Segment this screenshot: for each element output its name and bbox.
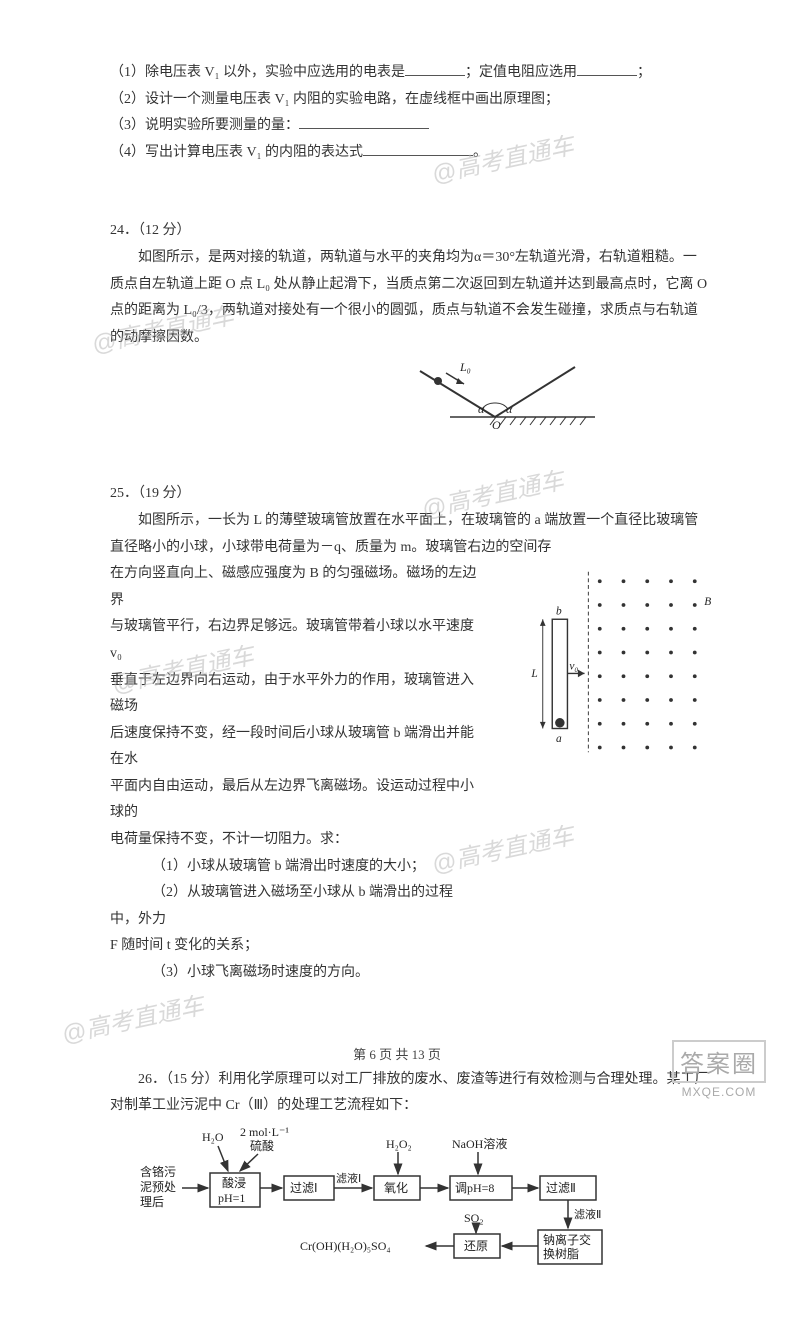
svg-text:a: a bbox=[556, 733, 562, 745]
corner-logo: 答案圈 MXQE.COM bbox=[672, 1040, 766, 1099]
svg-text:调pH=8: 调pH=8 bbox=[455, 1181, 494, 1195]
q24-figure: α α O L₀ bbox=[390, 359, 600, 429]
svg-text:Cr(OH)(H₂O)₅SO₄: Cr(OH)(H₂O)₅SO₄ bbox=[300, 1239, 391, 1253]
svg-text:泥预处: 泥预处 bbox=[140, 1180, 176, 1194]
svg-text:B: B bbox=[704, 596, 711, 608]
svg-text:换树脂: 换树脂 bbox=[543, 1246, 579, 1261]
q25-figure: b a L v₀ B bbox=[499, 567, 729, 757]
svg-text:滤液Ⅰ: 滤液Ⅰ bbox=[336, 1171, 361, 1185]
svg-text:H₂O₂: H₂O₂ bbox=[386, 1137, 412, 1151]
q24-header: 24．（12 分） bbox=[110, 218, 709, 245]
svg-text:b: b bbox=[556, 606, 562, 618]
q25-q1: （1）小球从玻璃管 b 端滑出时速度的大小； bbox=[110, 854, 480, 881]
q23-l4: （4）写出计算电压表 V₁ 的内阻的表达式。 bbox=[110, 140, 709, 167]
q25-p1: 如图所示，一长为 L 的薄壁玻璃管放置在水平面上，在玻璃管的 a 端放置一个直径… bbox=[110, 508, 709, 561]
q25-q2: （2）从玻璃管进入磁场至小球从 b 端滑出的过程中，外力 bbox=[110, 880, 480, 933]
svg-text:α: α bbox=[506, 402, 513, 416]
svg-text:含铬污: 含铬污 bbox=[140, 1164, 176, 1179]
q25-l6: 平面内自由运动，最后从左边界飞离磁场。设运动过程中小球的 bbox=[110, 774, 480, 827]
svg-text:还原: 还原 bbox=[464, 1239, 488, 1253]
svg-text:pH=1: pH=1 bbox=[218, 1191, 245, 1205]
svg-text:NaOH溶液: NaOH溶液 bbox=[452, 1136, 507, 1151]
q25-l3: 与玻璃管平行，右边界足够远。玻璃管带着小球以水平速度 v₀ bbox=[110, 614, 480, 667]
svg-text:氧化: 氧化 bbox=[384, 1181, 408, 1195]
q25-l7: 电荷量保持不变，不计一切阻力。求： bbox=[110, 827, 480, 854]
q25-l4: 垂直于左边界向右运动，由于水平外力的作用，玻璃管进入磁场 bbox=[110, 668, 480, 721]
svg-text:L₀: L₀ bbox=[459, 360, 471, 374]
svg-text:滤液Ⅱ: 滤液Ⅱ bbox=[574, 1207, 601, 1221]
q25-l2: 在方向竖直向上、磁感应强度为 B 的匀强磁场。磁场的左边界 bbox=[110, 561, 480, 614]
q23-l1: （1）除电压表 V₁ 以外，实验中应选用的电表是；定值电阻应选用； bbox=[110, 60, 709, 87]
q26-flowchart: 含铬污 泥预处 理后 H₂O 2 mol·L⁻¹ 硫酸 酸浸 pH=1 过滤Ⅰ … bbox=[140, 1126, 680, 1286]
svg-text:SO₂: SO₂ bbox=[464, 1211, 484, 1225]
svg-text:过滤Ⅰ: 过滤Ⅰ bbox=[290, 1181, 318, 1195]
q24-body: 如图所示，是两对接的轨道，两轨道与水平的夹角均为α＝30°左轨道光滑，右轨道粗糙… bbox=[110, 245, 709, 351]
svg-text:L: L bbox=[530, 668, 537, 680]
svg-text:α: α bbox=[478, 402, 485, 416]
svg-text:v₀: v₀ bbox=[569, 661, 578, 673]
q26-header: 26．（15 分）利用化学原理可以对工厂排放的废水、废渣等进行有效检测与合理处理… bbox=[110, 1067, 709, 1120]
svg-text:理后: 理后 bbox=[140, 1195, 164, 1209]
svg-text:2 mol·L⁻¹: 2 mol·L⁻¹ bbox=[240, 1126, 289, 1139]
q23-l2: （2）设计一个测量电压表 V₁ 内阻的实验电路，在虚线框中画出原理图； bbox=[110, 87, 709, 114]
q25-header: 25．（19 分） bbox=[110, 481, 709, 508]
svg-text:酸浸: 酸浸 bbox=[222, 1175, 246, 1190]
svg-text:硫酸: 硫酸 bbox=[250, 1138, 274, 1153]
svg-text:H₂O: H₂O bbox=[202, 1130, 224, 1144]
q25-q3: （3）小球飞离磁场时速度的方向。 bbox=[110, 960, 480, 987]
svg-text:钠离子交: 钠离子交 bbox=[543, 1232, 591, 1247]
q23-l3: （3）说明实验所要测量的量： bbox=[110, 113, 709, 140]
svg-text:过滤Ⅱ: 过滤Ⅱ bbox=[546, 1181, 576, 1195]
svg-text:O: O bbox=[492, 418, 501, 429]
q25-l5: 后速度保持不变，经一段时间后小球从玻璃管 b 端滑出并能在水 bbox=[110, 721, 480, 774]
q25-q2b: F 随时间 t 变化的关系； bbox=[110, 933, 480, 960]
